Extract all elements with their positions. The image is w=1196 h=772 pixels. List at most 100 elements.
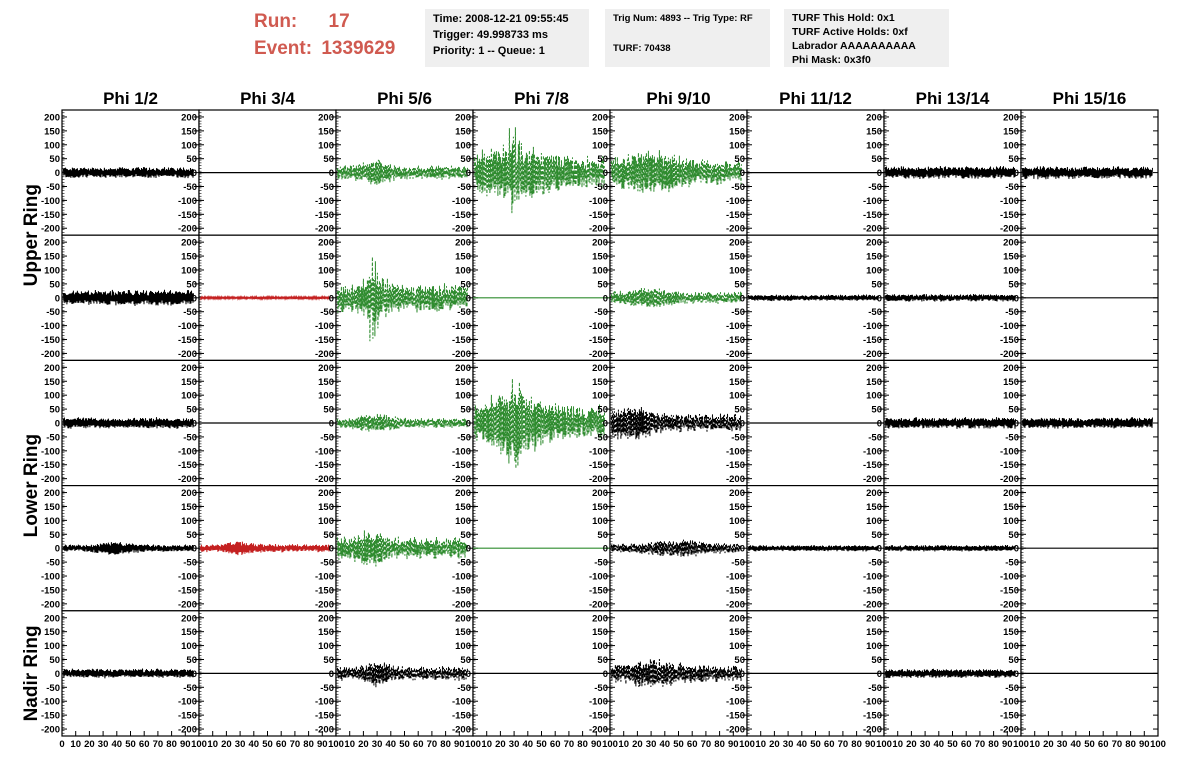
y-tick-label: -100	[589, 572, 608, 583]
y-tick-label: 200	[44, 238, 60, 249]
y-tick-label: 200	[592, 238, 608, 249]
y-tick-label: -100	[726, 446, 745, 457]
y-tick-label: 200	[181, 112, 197, 123]
waveform-panel: 200 150 100 50 0 -50 -100 -150 -200	[452, 485, 611, 612]
y-tick-label: -150	[589, 585, 608, 596]
x-tick-label: 90	[180, 739, 191, 750]
y-tick-label: -50	[731, 683, 745, 694]
y-tick-label: 0	[329, 168, 334, 179]
y-tick-label: 150	[181, 252, 197, 263]
y-tick-label: -100	[1000, 321, 1019, 332]
waveform-trace	[62, 542, 194, 555]
y-tick-label: 50	[323, 154, 334, 165]
x-tick-label: 30	[646, 739, 657, 750]
y-tick-label: 150	[455, 627, 471, 638]
y-tick-label: -50	[320, 432, 334, 443]
y-tick-label: 100	[1003, 641, 1019, 652]
x-tick-label: 90	[317, 739, 328, 750]
y-tick-label: 150	[866, 126, 882, 137]
y-tick-label: 150	[1003, 126, 1019, 137]
y-tick-label: 200	[1003, 238, 1019, 249]
y-tick-label: -50	[731, 432, 745, 443]
y-tick-label: 150	[592, 252, 608, 263]
y-tick-label: 200	[866, 238, 882, 249]
y-tick-label: -50	[46, 182, 60, 193]
y-tick-label: -50	[46, 558, 60, 569]
trig-num-text: Trig Num: 4893 -- Trig Type: RF	[613, 13, 753, 24]
y-tick-label: -100	[452, 196, 471, 207]
y-tick-label: 0	[192, 293, 197, 304]
y-tick-label: -50	[183, 683, 197, 694]
y-tick-label: -150	[1000, 711, 1019, 722]
turf-info-box: TURF This Hold: 0x1 TURF Active Holds: 0…	[784, 9, 949, 67]
y-tick-label: 50	[186, 405, 197, 416]
x-tick-label: 50	[810, 739, 821, 750]
y-tick-label: -150	[726, 711, 745, 722]
y-tick-label: 50	[460, 655, 471, 666]
y-tick-label: -150	[726, 335, 745, 346]
y-tick-label: -200	[41, 599, 60, 610]
y-tick-label: 100	[1003, 265, 1019, 276]
y-tick-label: -200	[315, 474, 334, 485]
x-tick-label: 70	[975, 739, 986, 750]
waveform-panel: 200 150 100 50 0 -50 -100 -150 -200	[315, 359, 474, 487]
y-tick-label: 200	[318, 112, 334, 123]
y-tick-label: -150	[452, 460, 471, 471]
y-tick-label: -200	[863, 349, 882, 360]
priority-text: Priority: 1 -- Queue: 1	[433, 45, 545, 57]
y-tick-label: 0	[192, 669, 197, 680]
y-tick-label: -150	[178, 460, 197, 471]
x-tick-label: 10	[344, 739, 355, 750]
y-tick-label: 150	[44, 126, 60, 137]
y-tick-label: -50	[457, 182, 471, 193]
y-tick-label: -50	[731, 558, 745, 569]
y-tick-label: -150	[1000, 585, 1019, 596]
y-tick-label: -50	[594, 558, 608, 569]
x-tick-label: 10	[207, 739, 218, 750]
y-tick-label: 50	[597, 154, 608, 165]
y-tick-label: 200	[318, 613, 334, 624]
y-tick-label: 200	[729, 112, 745, 123]
y-tick-label: -200	[452, 725, 471, 736]
y-tick-label: -50	[1005, 307, 1019, 318]
y-tick-label: 100	[181, 391, 197, 402]
y-tick-label: -100	[178, 446, 197, 457]
y-tick-label: -100	[452, 572, 471, 583]
y-tick-label: -50	[1005, 558, 1019, 569]
y-tick-label: 200	[318, 363, 334, 374]
x-tick-label: 60	[139, 739, 150, 750]
waveform-panel: 200 150 100 50 0 -50 -100 -150 -200	[726, 610, 885, 737]
y-tick-label: 100	[729, 641, 745, 652]
y-tick-label: 200	[455, 238, 471, 249]
y-tick-label: 100	[318, 140, 334, 151]
y-tick-label: 150	[44, 502, 60, 513]
y-tick-label: 100	[729, 391, 745, 402]
y-tick-label: 50	[49, 530, 60, 541]
y-tick-label: 100	[592, 516, 608, 527]
x-tick-label: 80	[714, 739, 725, 750]
waveform-panel: 200 150 100 50 0 -50 -100 -150 -200	[589, 109, 748, 236]
y-tick-label: 0	[877, 168, 882, 179]
y-tick-label: 200	[181, 613, 197, 624]
y-tick-label: -100	[589, 446, 608, 457]
y-tick-label: 150	[181, 377, 197, 388]
y-tick-label: 200	[455, 488, 471, 499]
y-tick-label: 100	[866, 391, 882, 402]
y-tick-label: -150	[315, 585, 334, 596]
y-tick-label: 0	[1014, 544, 1019, 555]
time-info-box: Time: 2008-12-21 09:55:45 Trigger: 49.99…	[425, 9, 589, 67]
y-tick-label: 0	[877, 669, 882, 680]
y-tick-label: 50	[49, 655, 60, 666]
waveform-trace	[610, 150, 742, 193]
y-tick-label: 150	[181, 126, 197, 137]
y-tick-label: -100	[863, 196, 882, 207]
x-tick-label: 30	[235, 739, 246, 750]
waveform-panel: 200 150 100 50 0 -50 -100 -150 -200	[1000, 109, 1159, 236]
x-tick-label: 40	[797, 739, 808, 750]
y-tick-label: -200	[315, 224, 334, 235]
y-tick-label: 150	[1003, 502, 1019, 513]
y-tick-label: -200	[452, 474, 471, 485]
waveform-panel: 200 150 100 50 0 -50 -100 -150 -200	[452, 610, 611, 737]
y-tick-label: 0	[466, 419, 471, 430]
waveform-panel: 200 150 100 50 0 -50 -100 -150 -200	[315, 485, 474, 612]
